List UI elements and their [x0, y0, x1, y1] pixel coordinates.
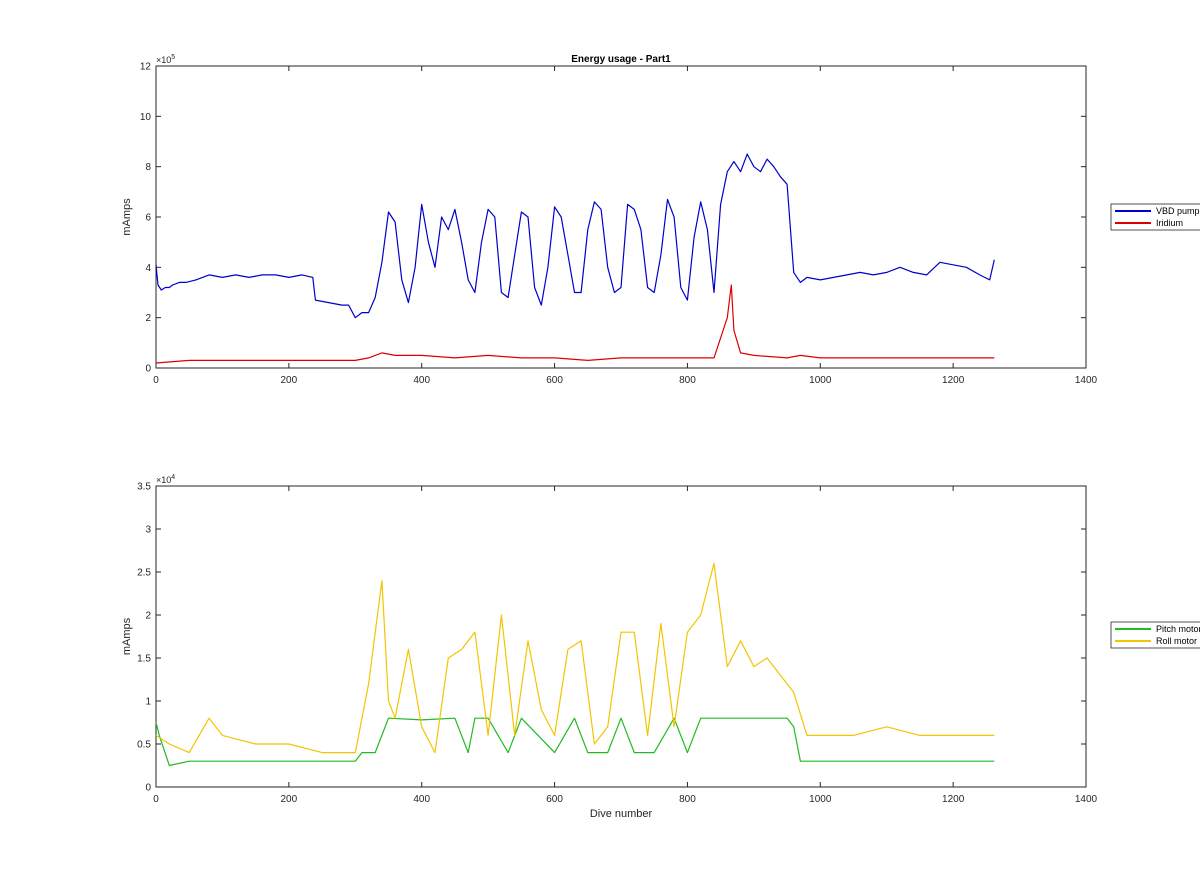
x-tick-label: 0 [153, 375, 159, 386]
x-tick-label: 400 [413, 794, 430, 805]
y-tick-label: 8 [145, 162, 151, 173]
legend-box [1110, 203, 1200, 231]
y-tick-label: 3.5 [137, 482, 151, 493]
x-tick-label: 1400 [1075, 375, 1098, 386]
x-tick-label: 600 [546, 375, 563, 386]
y-exponent-label: ×104 [156, 474, 175, 485]
x-tick-label: 800 [679, 375, 696, 386]
x-tick-label: 600 [546, 794, 563, 805]
x-tick-label: 400 [413, 375, 430, 386]
series-line-roll-motor [155, 562, 995, 754]
y-tick-label: 2 [145, 611, 151, 622]
series-line-iridium [155, 284, 995, 364]
series-line-vbd-pump [155, 153, 995, 319]
x-tick-label: 1000 [809, 375, 832, 386]
legend-box [1110, 621, 1200, 649]
chart-1: 0 200 400 600 800 1000 1200 1400 0 2 4 6 8 10 12 ×105 En… [121, 54, 1200, 386]
y-tick-label: 1.5 [137, 654, 151, 665]
y-tick-label: 0.5 [137, 740, 151, 751]
y-tick-label: 12 [140, 62, 152, 73]
y-tick-label: 3 [145, 525, 151, 536]
x-tick-label: 200 [281, 375, 298, 386]
y-axis-label: mAmps [121, 198, 133, 236]
legend-entry: Pitch motor [1156, 624, 1200, 634]
legend-entry: Iridium [1156, 218, 1183, 228]
plot-area-frame [155, 65, 1087, 369]
y-tick-label: 6 [145, 213, 151, 224]
y-axis-label: mAmps [121, 617, 133, 655]
legend-entry: VBD pump [1156, 206, 1200, 216]
y-tick-label: 0 [145, 364, 151, 375]
y-tick-label: 4 [145, 263, 151, 274]
x-tick-label: 1200 [942, 794, 965, 805]
x-tick-label: 1400 [1075, 794, 1098, 805]
plot-area-frame [155, 485, 1087, 788]
legend-entry: Roll motor [1156, 636, 1197, 646]
chart-2: 0 200 400 600 800 1000 1200 1400 0 0.5 1 1.5 2 2.5 3 3.… [121, 474, 1200, 820]
y-tick-label: 0 [145, 783, 151, 794]
y-tick-label: 2 [145, 313, 151, 324]
x-tick-label: 800 [679, 794, 696, 805]
y-tick-label: 2.5 [137, 568, 151, 579]
x-axis-label: Dive number [590, 808, 653, 820]
chart-title: Energy usage - Part1 [571, 54, 671, 65]
y-exponent-label: ×105 [156, 54, 175, 65]
x-tick-label: 1200 [942, 375, 965, 386]
y-tick-label: 1 [145, 697, 151, 708]
legend: Pitch motor Roll motor [1110, 621, 1200, 649]
y-tick-label: 10 [140, 112, 152, 123]
x-tick-label: 1000 [809, 794, 832, 805]
x-tick-label: 0 [153, 794, 159, 805]
series-line-pitch-motor [155, 717, 995, 767]
legend: VBD pump Iridium [1110, 203, 1200, 231]
x-tick-label: 200 [281, 794, 298, 805]
